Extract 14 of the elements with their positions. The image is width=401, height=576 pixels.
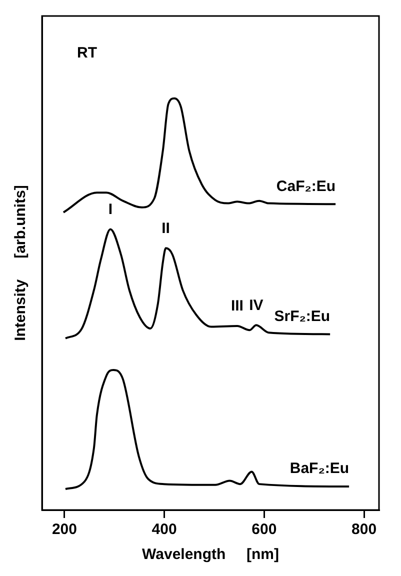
x-tick-label: 400 [152,521,177,538]
x-tick-label: 800 [352,521,377,538]
annotation: II [162,220,170,237]
x-axis-title: Wavelength [nm] [142,546,279,564]
annotation: III [230,298,244,315]
series-label: SrF₂:Eu [274,308,330,325]
annotation: IV [249,296,264,314]
series-label: BaF₂:Eu [290,460,350,478]
series-label: CaF₂:Eu [276,178,336,195]
x-tick-label: 200 [52,521,77,538]
annotation: I [108,200,112,218]
y-axis-title: Intensity [arb.units] [12,185,30,341]
text: RT [77,44,97,62]
x-tick-label: 600 [252,521,277,538]
